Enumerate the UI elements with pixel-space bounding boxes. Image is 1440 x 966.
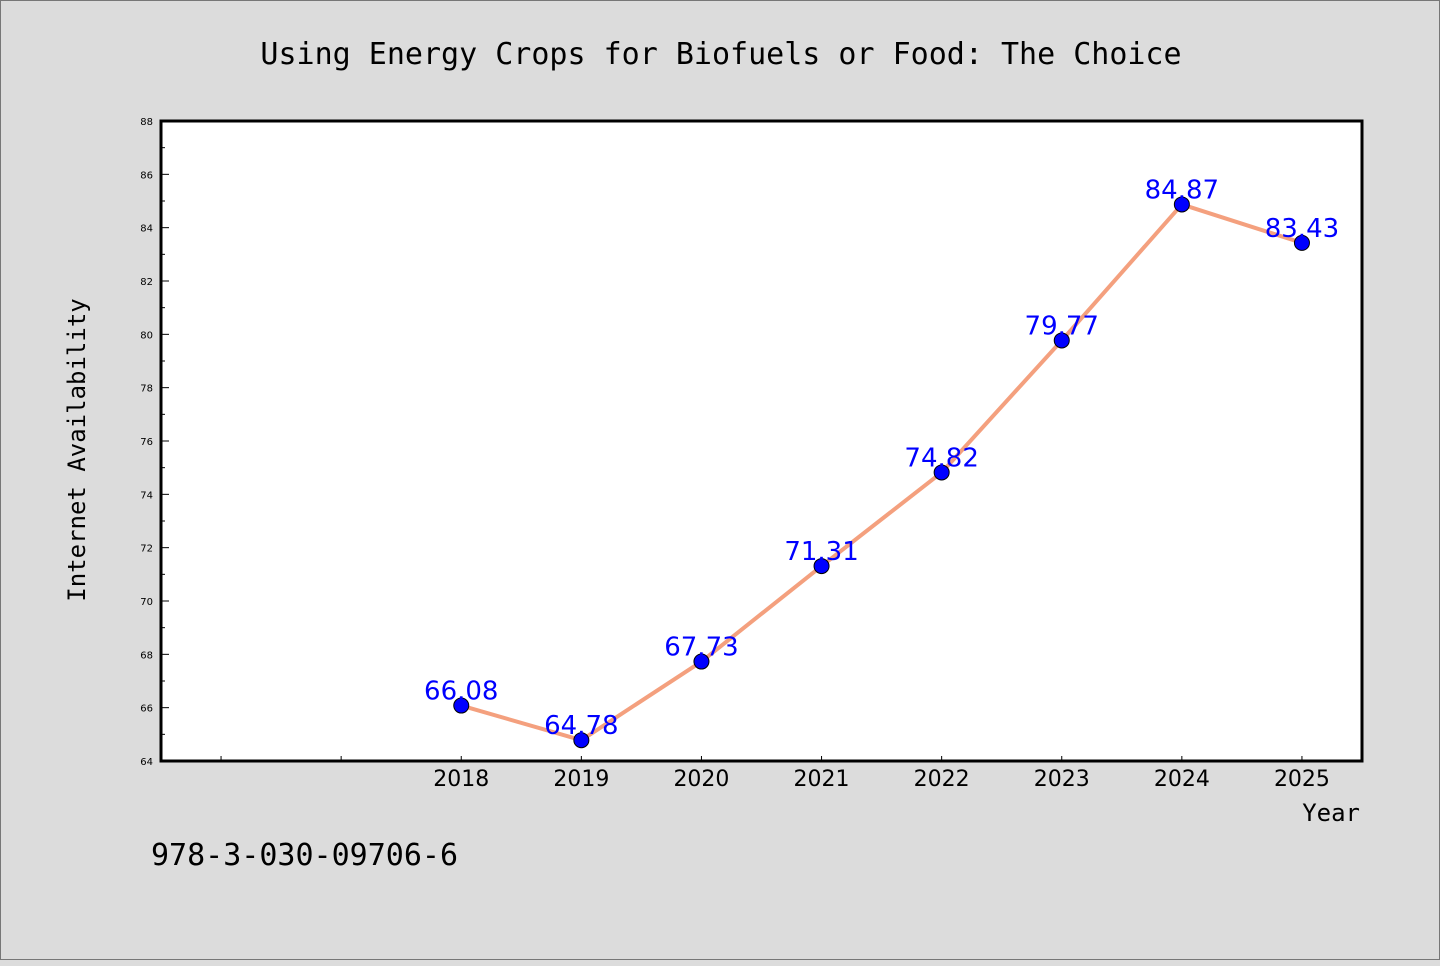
isbn-footnote: 978-3-030-09706-6: [151, 838, 458, 873]
data-label: 71.31: [784, 537, 858, 567]
y-tick-label: 78: [140, 384, 153, 395]
x-tick-label: 2023: [1034, 767, 1090, 792]
data-label: 79.77: [1025, 311, 1099, 341]
x-axis-label: Year: [1302, 799, 1360, 827]
x-tick-label: 2021: [794, 767, 850, 792]
data-point: [1173, 196, 1190, 213]
y-axis-label: Internet Availability: [63, 298, 91, 601]
data-point: [933, 464, 950, 481]
x-tick-label: 2019: [553, 767, 609, 792]
data-point: [813, 558, 830, 575]
x-tick-label: 2024: [1154, 767, 1210, 792]
y-tick-label: 84: [140, 224, 153, 235]
y-tick-label: 70: [140, 597, 153, 608]
data-label: 66.08: [424, 677, 498, 707]
y-tick-label: 80: [140, 330, 153, 341]
y-tick-label: 82: [140, 277, 153, 288]
y-tick-label: 86: [140, 170, 153, 181]
data-point: [453, 697, 470, 714]
plot-area: [161, 121, 1362, 761]
data-point: [573, 732, 590, 749]
y-tick-label: 72: [140, 544, 153, 555]
data-point: [693, 653, 710, 670]
x-tick-label: 2020: [673, 767, 729, 792]
y-axis: 64 66 68 70 72 74 76 78 80 82 84 86 88: [140, 117, 169, 768]
data-labels-group: 66.08 64.78 67.73 71.31 74.82 79.77 84.87 83.43: [424, 175, 1339, 741]
y-tick-label: 74: [140, 490, 153, 501]
data-label: 84.87: [1145, 175, 1219, 205]
series-line: [459, 202, 1304, 743]
data-point: [1053, 332, 1070, 349]
data-label: 67.73: [664, 633, 738, 663]
y-tick-label: 68: [140, 650, 153, 661]
chart-title: Using Energy Crops for Biofuels or Food:…: [260, 37, 1181, 72]
data-label: 83.43: [1265, 214, 1339, 244]
data-point: [1293, 234, 1310, 251]
y-tick-label: 66: [140, 704, 153, 715]
y-tick-label: 88: [140, 117, 153, 128]
series-line-group: [453, 196, 1310, 749]
data-label: 74.82: [904, 443, 978, 473]
plot-frame: [159, 119, 1364, 763]
data-label: 64.78: [544, 711, 618, 741]
x-tick-label: 2022: [914, 767, 970, 792]
x-tick-label: 2018: [433, 767, 489, 792]
y-tick-label: 76: [140, 437, 153, 448]
x-axis: 2018 2019 2020 2021 2022 2023 2024 2025: [220, 756, 1330, 792]
x-tick-label: 2025: [1274, 767, 1330, 792]
y-tick-label: 64: [140, 757, 153, 768]
